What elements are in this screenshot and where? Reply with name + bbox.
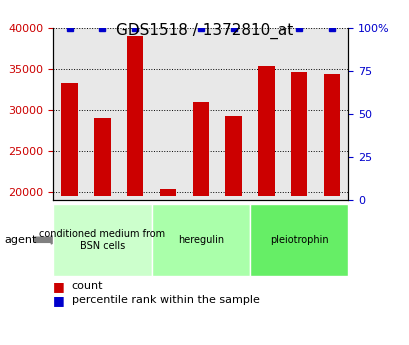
Bar [127,36,143,196]
Text: ■: ■ [53,280,65,293]
Text: ■: ■ [53,294,65,307]
Bar [61,83,78,196]
Text: percentile rank within the sample: percentile rank within the sample [72,295,259,305]
Text: count: count [72,282,103,291]
Bar [323,73,339,196]
Bar [160,189,176,196]
Bar [225,116,241,196]
Text: agent: agent [4,235,36,245]
Bar [290,72,307,196]
Text: GDS1518 / 1372810_at: GDS1518 / 1372810_at [116,22,293,39]
Bar [258,66,274,196]
Text: conditioned medium from
BSN cells: conditioned medium from BSN cells [39,229,165,250]
Text: pleiotrophin: pleiotrophin [270,235,328,245]
Bar [94,118,110,196]
Text: heregulin: heregulin [178,235,223,245]
Bar [192,101,209,196]
